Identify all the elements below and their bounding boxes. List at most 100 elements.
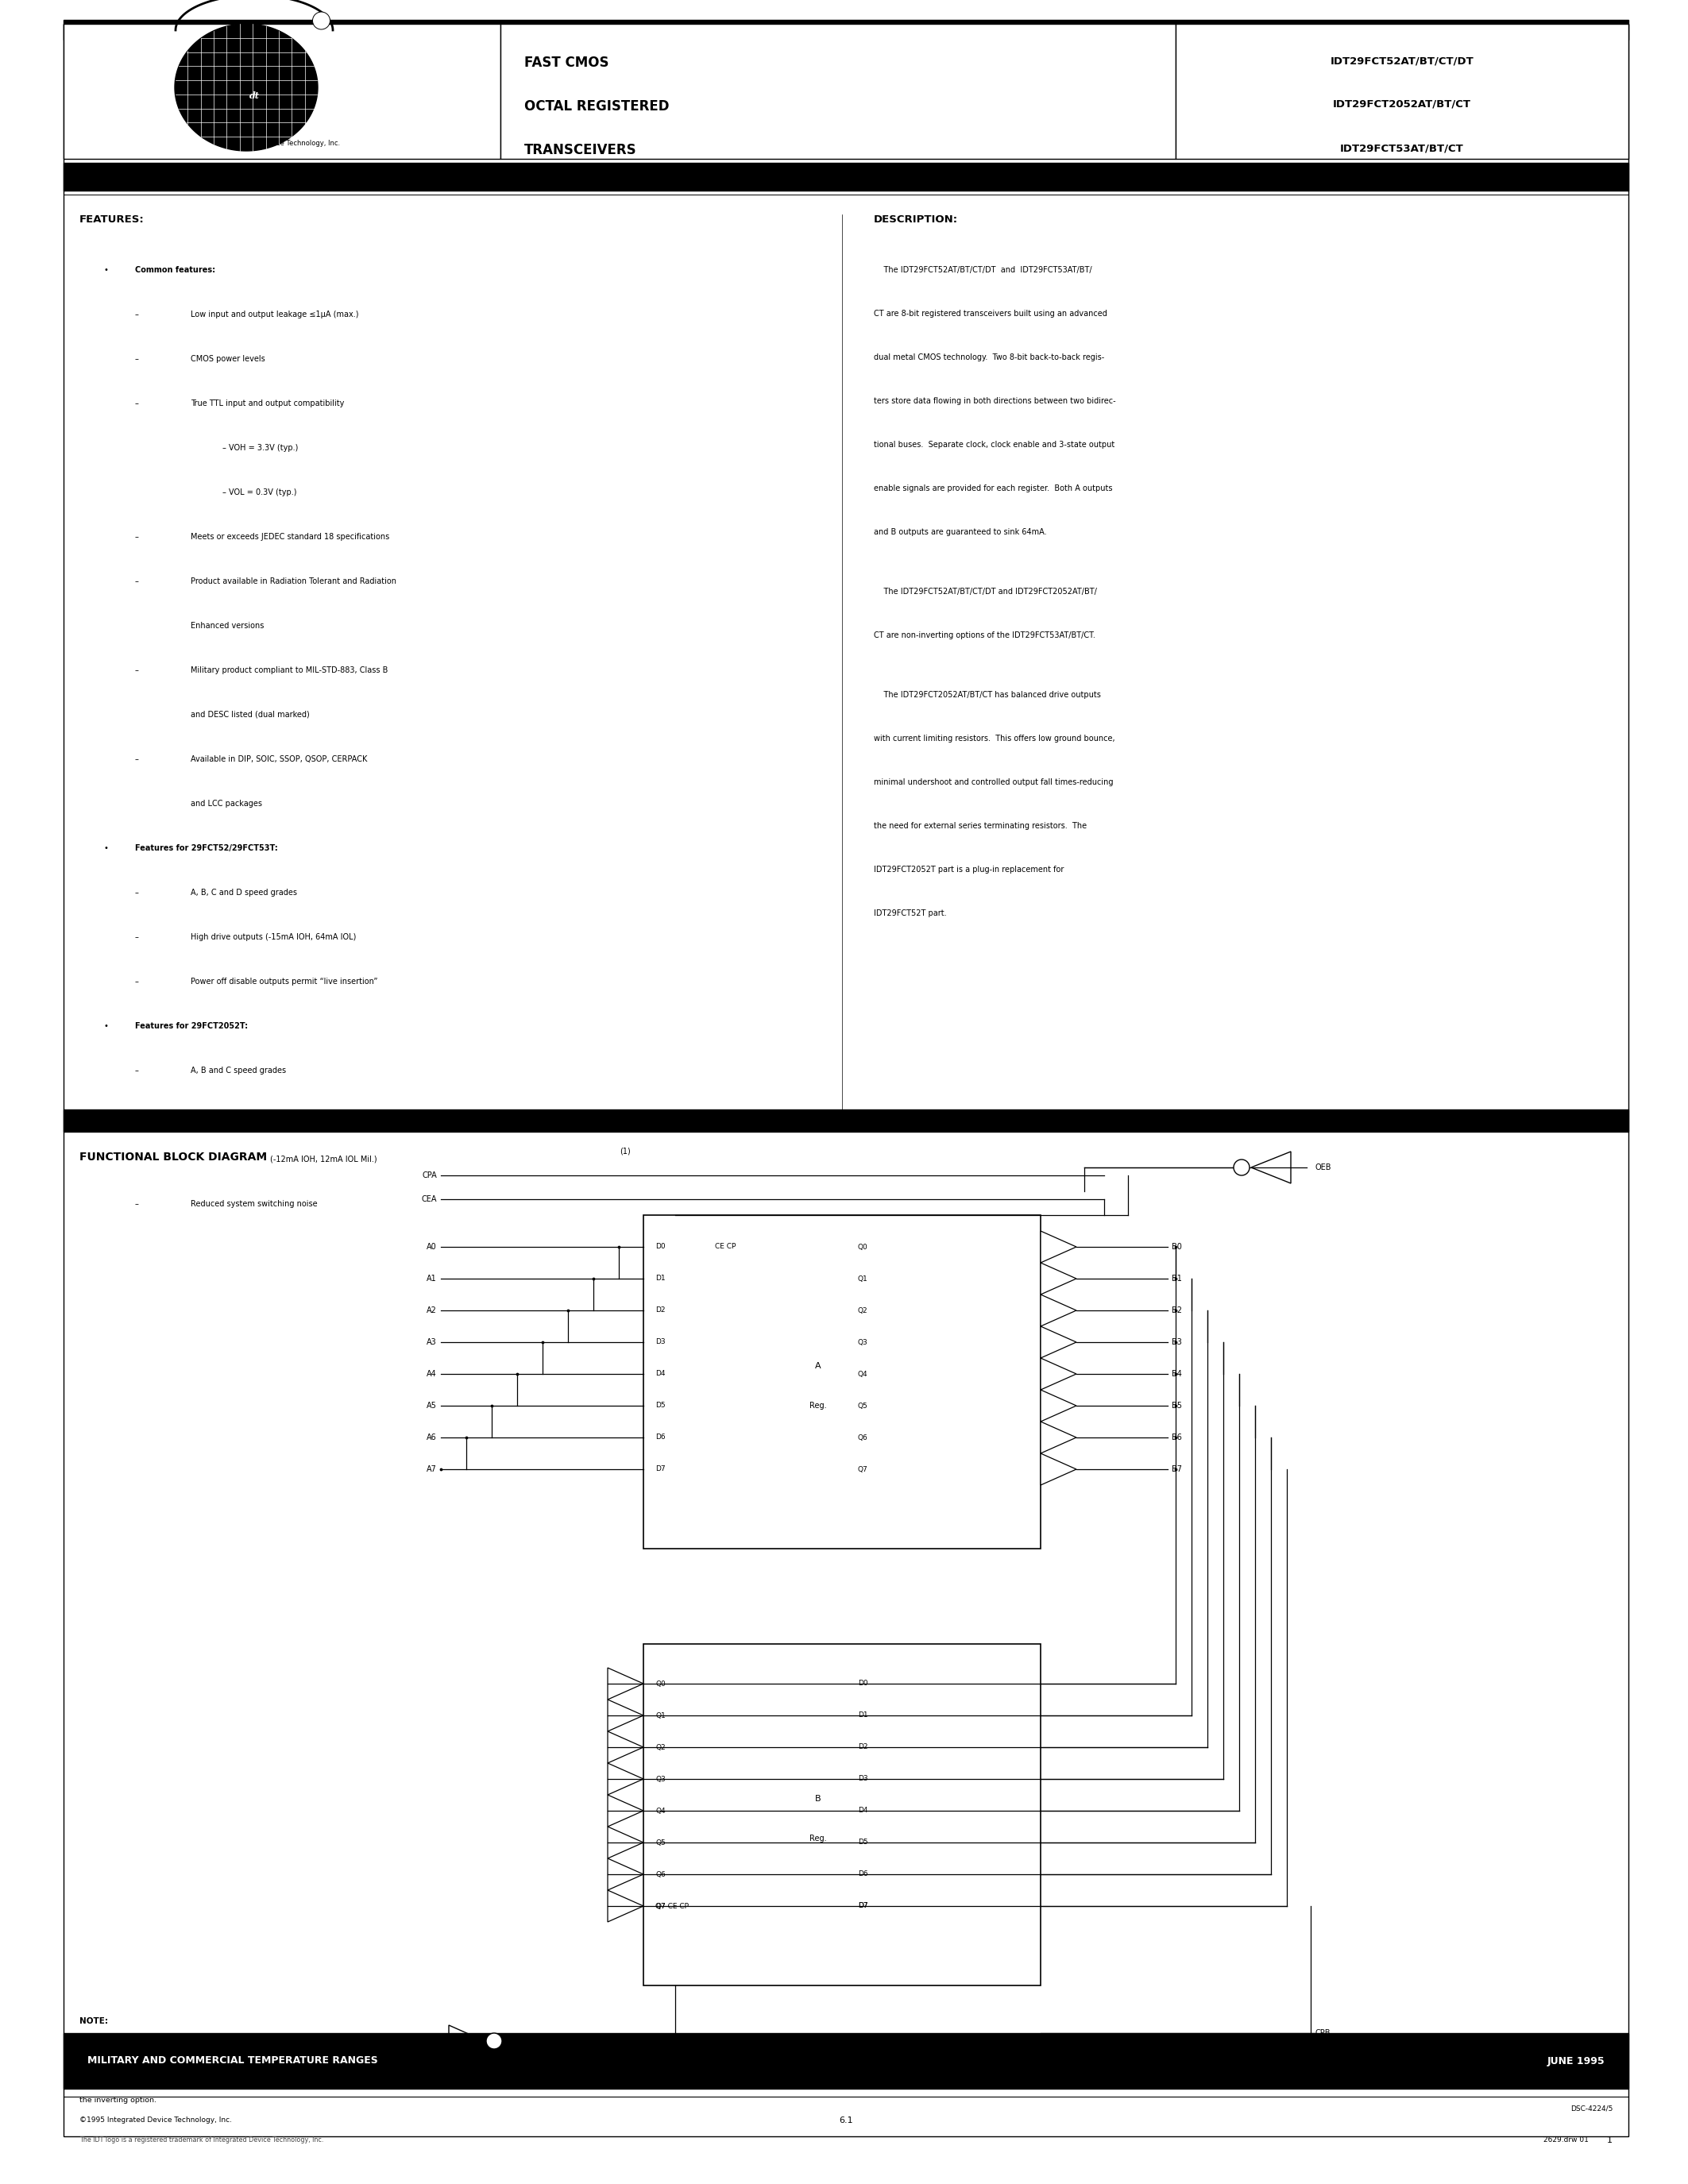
Polygon shape bbox=[608, 1669, 643, 1699]
Bar bbox=[64, 20, 1629, 39]
Text: True TTL input and output compatibility: True TTL input and output compatibility bbox=[191, 400, 344, 408]
Text: FAST CMOS: FAST CMOS bbox=[525, 55, 609, 70]
Text: Q2: Q2 bbox=[655, 1743, 665, 1752]
Text: DSC-4224/5: DSC-4224/5 bbox=[1570, 2105, 1612, 2112]
Text: Enhanced versions: Enhanced versions bbox=[191, 622, 263, 629]
Text: Product available in Radiation Tolerant and Radiation: Product available in Radiation Tolerant … bbox=[191, 577, 397, 585]
Text: 2629.drw 01: 2629.drw 01 bbox=[1543, 2136, 1588, 2143]
Text: Available in DIP, SOIC, SSOP, QSOP, CERPACK: Available in DIP, SOIC, SSOP, QSOP, CERP… bbox=[191, 756, 368, 762]
Polygon shape bbox=[449, 2025, 484, 2057]
Text: dt: dt bbox=[250, 92, 260, 100]
Polygon shape bbox=[608, 1826, 643, 1859]
Text: MILITARY AND COMMERCIAL TEMPERATURE RANGES: MILITARY AND COMMERCIAL TEMPERATURE RANG… bbox=[88, 2055, 378, 2066]
Text: D7: D7 bbox=[858, 1902, 868, 1909]
Text: OCTAL REGISTERED: OCTAL REGISTERED bbox=[525, 98, 668, 114]
Text: Meets or exceeds JEDEC standard 18 specifications: Meets or exceeds JEDEC standard 18 speci… bbox=[191, 533, 390, 542]
Text: Q0: Q0 bbox=[858, 1243, 868, 1251]
Text: The IDT29FCT52AT/BT/CT/DT and IDT29FCT2052AT/BT/: The IDT29FCT52AT/BT/CT/DT and IDT29FCT20… bbox=[874, 587, 1097, 596]
Text: D7: D7 bbox=[858, 1902, 868, 1909]
Text: (1): (1) bbox=[619, 1147, 631, 1155]
Circle shape bbox=[312, 11, 331, 28]
Circle shape bbox=[486, 2033, 501, 2049]
Text: 6.1: 6.1 bbox=[839, 2116, 852, 2125]
Polygon shape bbox=[1040, 1326, 1077, 1358]
Text: –: – bbox=[135, 1199, 138, 1208]
Polygon shape bbox=[1251, 1151, 1291, 1184]
Polygon shape bbox=[1040, 1358, 1077, 1389]
Text: B3: B3 bbox=[1171, 1339, 1182, 1345]
Text: –: – bbox=[135, 577, 138, 585]
Text: A2: A2 bbox=[427, 1306, 437, 1315]
Text: B2: B2 bbox=[1171, 1306, 1182, 1315]
Text: –: – bbox=[135, 1066, 138, 1075]
Text: The IDT29FCT52AT/BT/CT/DT  and  IDT29FCT53AT/BT/: The IDT29FCT52AT/BT/CT/DT and IDT29FCT53… bbox=[874, 266, 1092, 273]
Text: –: – bbox=[135, 533, 138, 542]
Text: enable signals are provided for each register.  Both A outputs: enable signals are provided for each reg… bbox=[874, 485, 1112, 491]
Text: Q1: Q1 bbox=[858, 1275, 868, 1282]
Text: A, B, C and D speed grades: A, B, C and D speed grades bbox=[191, 889, 297, 898]
Text: D0: D0 bbox=[858, 1679, 868, 1688]
Polygon shape bbox=[1040, 1262, 1077, 1295]
Polygon shape bbox=[176, 24, 317, 151]
Text: Q6: Q6 bbox=[655, 1872, 665, 1878]
Circle shape bbox=[1234, 1160, 1249, 1175]
Text: Integrated Device Technology, Inc.: Integrated Device Technology, Inc. bbox=[225, 140, 339, 146]
Text: ters store data flowing in both directions between two bidirec-: ters store data flowing in both directio… bbox=[874, 397, 1116, 404]
Text: A1: A1 bbox=[427, 1275, 437, 1282]
Polygon shape bbox=[1040, 1295, 1077, 1326]
Text: Q6: Q6 bbox=[858, 1435, 868, 1441]
Text: D7: D7 bbox=[655, 1465, 665, 1472]
Text: B5: B5 bbox=[1171, 1402, 1182, 1409]
Text: Resistor outputs    (-15mA IOH, 12mA IOL Com.): Resistor outputs (-15mA IOH, 12mA IOL Co… bbox=[191, 1112, 378, 1118]
Text: A6: A6 bbox=[427, 1433, 437, 1441]
Text: Q7: Q7 bbox=[858, 1465, 868, 1472]
Polygon shape bbox=[1040, 1389, 1077, 1422]
Text: ©1995 Integrated Device Technology, Inc.: ©1995 Integrated Device Technology, Inc. bbox=[79, 2116, 231, 2123]
Text: CPB: CPB bbox=[1315, 2029, 1330, 2038]
Text: –: – bbox=[135, 356, 138, 363]
Bar bbox=[643, 1214, 1040, 1548]
Text: – VOL = 0.3V (typ.): – VOL = 0.3V (typ.) bbox=[223, 489, 297, 496]
Text: –: – bbox=[135, 310, 138, 319]
Text: Q2: Q2 bbox=[858, 1306, 868, 1315]
Polygon shape bbox=[608, 1732, 643, 1762]
Text: and LCC packages: and LCC packages bbox=[191, 799, 262, 808]
Bar bbox=[1175, 24, 1629, 159]
Polygon shape bbox=[1040, 1452, 1077, 1485]
Polygon shape bbox=[608, 1859, 643, 1889]
Text: B0: B0 bbox=[1171, 1243, 1182, 1251]
Text: IDT29FCT53AT/BT/CT: IDT29FCT53AT/BT/CT bbox=[1340, 142, 1463, 153]
Text: D3: D3 bbox=[655, 1339, 665, 1345]
Text: minimal undershoot and controlled output fall times-reducing: minimal undershoot and controlled output… bbox=[874, 778, 1114, 786]
Text: FEATURES:: FEATURES: bbox=[79, 214, 145, 225]
Text: •: • bbox=[103, 266, 108, 273]
Polygon shape bbox=[608, 1762, 643, 1795]
Text: with current limiting resistors.  This offers low ground bounce,: with current limiting resistors. This of… bbox=[874, 734, 1116, 743]
Text: Features for 29FCT52/29FCT53T:: Features for 29FCT52/29FCT53T: bbox=[135, 845, 279, 852]
Text: Low input and output leakage ≤1μA (max.): Low input and output leakage ≤1μA (max.) bbox=[191, 310, 358, 319]
Text: NOTE:: NOTE: bbox=[79, 2018, 108, 2025]
Text: High drive outputs (-15mA IOH, 64mA IOL): High drive outputs (-15mA IOH, 64mA IOL) bbox=[191, 933, 356, 941]
Text: –: – bbox=[135, 889, 138, 898]
Text: A: A bbox=[815, 1363, 820, 1369]
Text: –: – bbox=[135, 933, 138, 941]
Text: Q7: Q7 bbox=[655, 1902, 665, 1909]
Text: and B outputs are guaranteed to sink 64mA.: and B outputs are guaranteed to sink 64m… bbox=[874, 529, 1047, 535]
Text: D3: D3 bbox=[858, 1776, 868, 1782]
Text: A5: A5 bbox=[427, 1402, 437, 1409]
Text: IDT29FCT52T part.: IDT29FCT52T part. bbox=[874, 909, 947, 917]
Text: Q1: Q1 bbox=[655, 1712, 665, 1719]
Text: D6: D6 bbox=[655, 1435, 665, 1441]
Text: CT are non-inverting options of the IDT29FCT53AT/BT/CT.: CT are non-inverting options of the IDT2… bbox=[874, 631, 1096, 640]
Text: (-12mA IOH, 12mA IOL Mil.): (-12mA IOH, 12mA IOL Mil.) bbox=[270, 1155, 376, 1164]
Text: D0: D0 bbox=[655, 1243, 665, 1251]
Text: CE CP: CE CP bbox=[716, 1243, 736, 1251]
Text: JUNE 1995: JUNE 1995 bbox=[1546, 2055, 1605, 2066]
Text: CEB: CEB bbox=[1315, 2062, 1330, 2068]
Text: Reg.: Reg. bbox=[810, 1402, 827, 1409]
Text: Q3: Q3 bbox=[858, 1339, 868, 1345]
Text: CEA: CEA bbox=[422, 1195, 437, 1203]
Text: Q4: Q4 bbox=[655, 1806, 665, 1815]
Text: 1: 1 bbox=[1607, 2136, 1612, 2145]
Bar bbox=[64, 164, 1629, 190]
